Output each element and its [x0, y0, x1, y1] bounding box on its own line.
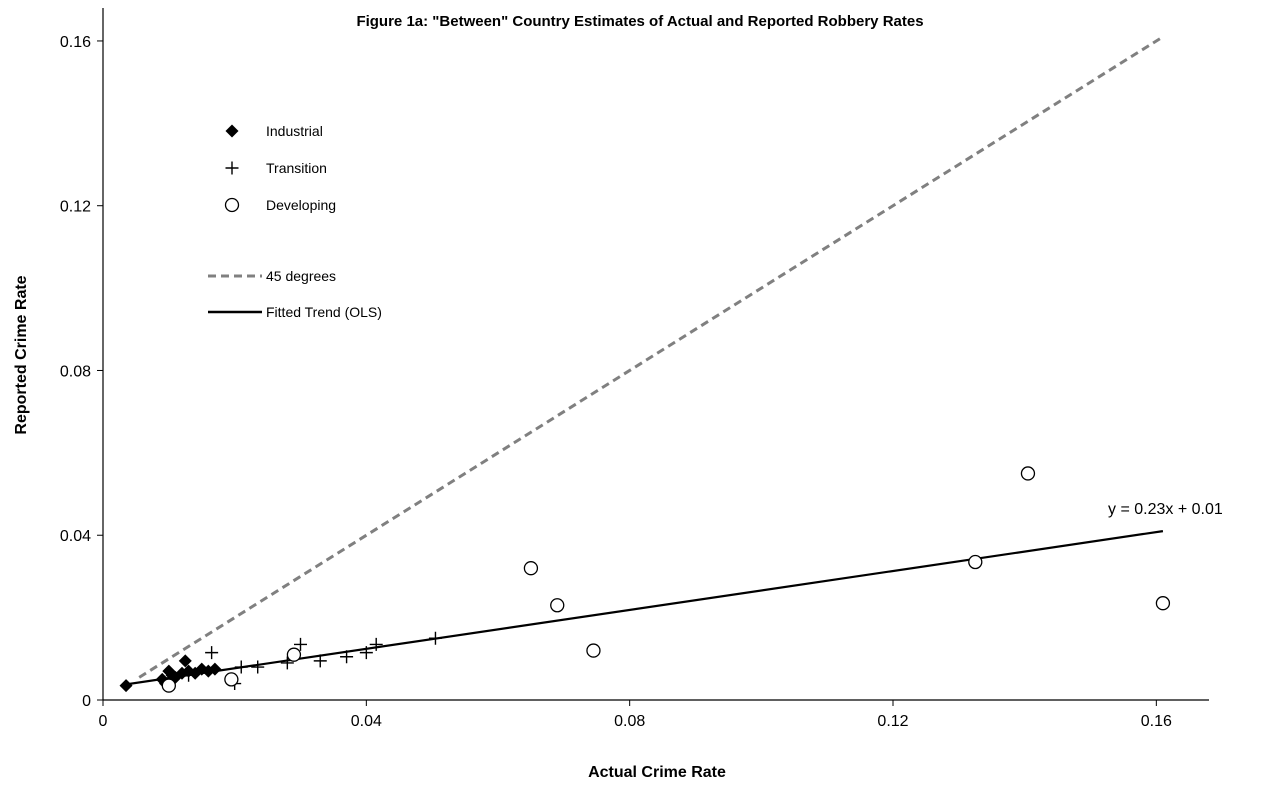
developing-point [523, 561, 539, 576]
transition-point [280, 656, 294, 670]
y-tick-label: 0.12 [60, 199, 91, 216]
transition-point [251, 660, 265, 674]
x-tick-label: 0 [99, 713, 108, 730]
legend-industrial-marker [225, 124, 239, 138]
developing-point [550, 598, 565, 613]
x-tick-label: 0.08 [614, 713, 645, 730]
x-tick-label: 0.12 [877, 713, 908, 730]
developing-point [586, 643, 601, 658]
x-tick-label: 0.16 [1141, 713, 1172, 730]
legend-transition-marker [225, 161, 239, 175]
x-axis-title: Actual Crime Rate [588, 764, 726, 781]
axes: 0 0.04 0.08 0.12 0.16 0 0.04 0.08 0.12 0.16 [60, 8, 1209, 730]
transition-point [205, 646, 219, 660]
developing-point [224, 672, 239, 687]
transition-point [182, 668, 196, 682]
legend: Industrial Transition Developing 45 degrees… [208, 123, 382, 320]
x-tick-label: 0.04 [351, 713, 382, 730]
legend-developing-label: Developing [266, 197, 336, 213]
industrial-point [178, 654, 192, 668]
fitted-trend-line [125, 530, 1164, 686]
transition-point [294, 637, 307, 651]
legend-transition-label: Transition [266, 160, 327, 176]
transition-point [428, 631, 442, 645]
y-tick-label: 0 [82, 693, 91, 710]
legend-fitted-trend-label: Fitted Trend (OLS) [266, 304, 382, 320]
developing-point [286, 647, 302, 662]
legend-45-degrees-label: 45 degrees [266, 268, 336, 284]
y-tick-label: 0.04 [60, 528, 91, 545]
legend-industrial-label: Industrial [266, 123, 323, 139]
transition-point [359, 646, 373, 660]
transition-point [234, 660, 248, 674]
developing-point [1020, 466, 1036, 481]
developing-point [161, 678, 176, 693]
chart-title: Figure 1a: "Between" Country Estimates o… [356, 13, 923, 30]
transition-point [340, 650, 354, 664]
legend-developing-marker [224, 197, 240, 213]
y-tick-label: 0.16 [60, 34, 91, 51]
data-points [119, 466, 1171, 693]
reference-line-45-degrees [138, 35, 1164, 679]
industrial-point [119, 679, 133, 693]
developing-point [1155, 596, 1171, 611]
y-tick-label: 0.08 [60, 363, 91, 380]
transition-point [369, 637, 383, 651]
industrial-point [208, 662, 222, 676]
y-axis-title: Reported Crime Rate [13, 275, 30, 434]
transition-point [313, 654, 327, 668]
developing-point [968, 554, 983, 570]
trend-equation: y = 0.23x + 0.01 [1108, 501, 1223, 518]
